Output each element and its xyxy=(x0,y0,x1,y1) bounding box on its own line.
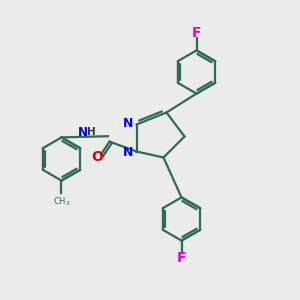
Text: N: N xyxy=(123,146,133,159)
Text: N: N xyxy=(123,116,133,130)
Text: CH$_3$: CH$_3$ xyxy=(53,196,70,208)
Text: F: F xyxy=(177,251,186,265)
Text: F: F xyxy=(192,26,201,40)
Text: N: N xyxy=(77,125,88,139)
Text: H: H xyxy=(86,127,95,137)
Text: O: O xyxy=(92,150,104,164)
